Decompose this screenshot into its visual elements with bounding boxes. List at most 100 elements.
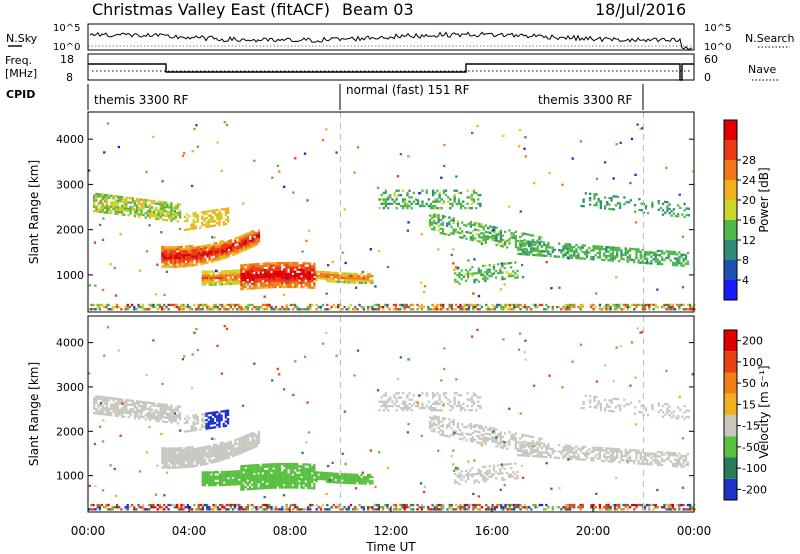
velocity-cell: [402, 392, 405, 395]
velocity-cell: [272, 465, 275, 468]
velocity-cell: [201, 413, 204, 416]
power-cell: [253, 233, 256, 236]
power-cell: [270, 262, 273, 265]
velocity-cell: [654, 461, 657, 464]
velocity-cell: [525, 454, 529, 457]
power-cell: [395, 198, 398, 201]
power-cell: [176, 252, 179, 255]
velocity-cell: [270, 482, 273, 485]
power-cell: [180, 258, 183, 262]
power-cell: [140, 205, 143, 208]
velocity-cell: [169, 447, 173, 450]
power-cell: [227, 272, 230, 275]
velocity-cell: [285, 475, 288, 478]
power-cell: [674, 214, 678, 218]
velocity-cell: [196, 415, 200, 419]
power-cell: [616, 305, 619, 309]
power-cell: [236, 269, 239, 272]
power-cell: [191, 246, 194, 250]
power-cell: [169, 252, 173, 255]
power-cell: [301, 250, 304, 253]
power-cell: [170, 208, 173, 212]
velocity-cell: [101, 410, 104, 414]
velocity-cell: [99, 397, 102, 401]
velocity-cell: [404, 404, 407, 408]
power-cell: [646, 257, 649, 260]
velocity-cell: [203, 475, 207, 478]
velocity-cell: [223, 470, 226, 474]
power-cell: [223, 252, 226, 255]
power-cell: [172, 254, 175, 258]
power-cell: [197, 254, 200, 257]
power-cell: [199, 245, 203, 248]
power-cell: [473, 258, 476, 261]
power-cell: [161, 254, 164, 257]
velocity-cell: [172, 419, 175, 422]
power-cell: [315, 277, 318, 280]
velocity-cell: [534, 448, 537, 451]
power-cell: [274, 281, 277, 284]
power-cell: [227, 242, 231, 245]
power-cell: [291, 308, 295, 311]
power-cell: [686, 262, 690, 265]
power-cell: [431, 223, 434, 226]
velocity-cell: [222, 410, 225, 413]
power-cell: [146, 205, 149, 209]
velocity-cell: [493, 427, 496, 431]
velocity-cell: [140, 405, 143, 408]
velocity-cell: [174, 453, 177, 456]
power-cell: [305, 239, 308, 242]
power-cell: [308, 275, 312, 278]
power-cell: [205, 223, 208, 226]
power-cell: [131, 208, 134, 211]
velocity-cell: [240, 467, 243, 470]
power-cell: [540, 240, 543, 243]
velocity-cell: [371, 480, 374, 483]
power-cell: [321, 275, 325, 278]
power-cell: [581, 250, 584, 254]
power-cell: [232, 242, 235, 246]
velocity-cell: [628, 449, 632, 452]
power-cell: [403, 303, 406, 307]
velocity-cell: [204, 463, 207, 466]
power-cell: [432, 200, 435, 203]
power-cell: [562, 256, 565, 259]
velocity-cell: [248, 473, 252, 476]
power-cell: [360, 305, 363, 309]
velocity-cell: [223, 473, 226, 476]
power-cell: [651, 205, 654, 209]
power-cell: [193, 246, 196, 249]
velocity-cell: [112, 407, 115, 411]
power-cell: [99, 195, 102, 198]
velocity-cell: [671, 452, 675, 455]
velocity-cell: [289, 475, 292, 478]
power-cell: [605, 248, 608, 251]
power-cell: [374, 285, 377, 288]
velocity-cell: [263, 463, 267, 466]
power-cell: [158, 303, 162, 307]
power-cell: [343, 274, 346, 277]
power-cell: [432, 191, 435, 195]
power-cell: [168, 217, 171, 220]
power-cell: [278, 277, 282, 280]
velocity-cell: [203, 477, 207, 480]
power-cell: [167, 248, 170, 251]
velocity-cell: [174, 449, 177, 452]
velocity-cell: [190, 425, 193, 428]
velocity-cell: [276, 480, 279, 483]
power-cell: [298, 281, 301, 284]
power-cell: [595, 177, 598, 180]
power-cell: [176, 211, 180, 214]
velocity-cell: [577, 453, 580, 457]
power-cell: [336, 271, 340, 275]
velocity-cell: [244, 475, 247, 478]
velocity-cell: [560, 450, 563, 453]
power-cell: [206, 252, 209, 256]
power-cell: [583, 253, 587, 256]
power-cell: [240, 277, 243, 280]
velocity-cell: [136, 406, 139, 409]
power-cell: [469, 238, 472, 241]
power-cell: [531, 238, 535, 242]
velocity-cell: [593, 399, 596, 402]
power-cell: [420, 303, 423, 307]
